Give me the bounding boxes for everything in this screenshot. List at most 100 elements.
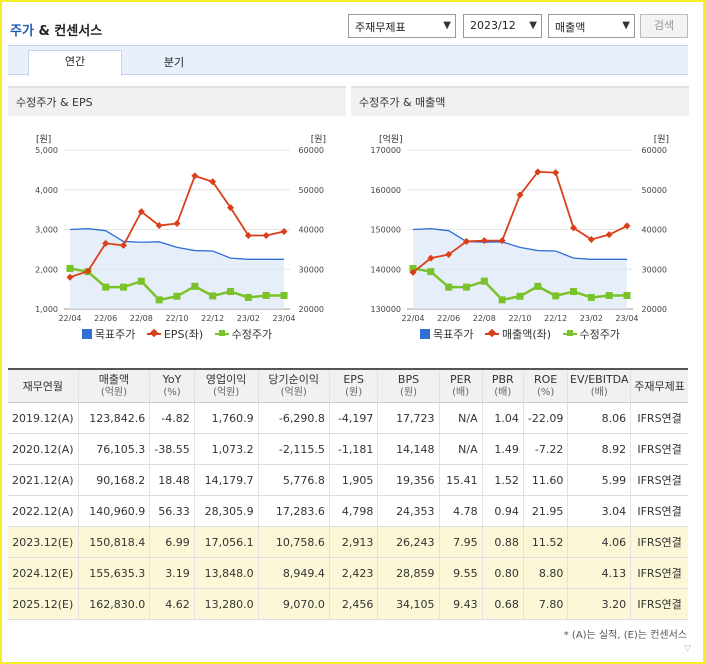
primary-series-point <box>84 267 92 275</box>
primary-series-point <box>66 273 74 281</box>
column-header: ROE (%) <box>522 368 568 403</box>
legend-adj-price-swatch <box>562 330 577 336</box>
period-select[interactable]: 2023/12 ▼ <box>463 14 542 38</box>
column-header-label: PBR <box>491 373 514 386</box>
table-cell: -2,115.5 <box>257 433 330 465</box>
adjusted-price-point <box>498 296 506 304</box>
chart-sales-title: 수정주가 & 매출액 <box>351 86 689 116</box>
column-header-unit: (원) <box>399 387 417 398</box>
column-header: 매출액 (억원) <box>77 368 150 403</box>
legend-target-label: 목표주가 <box>94 328 136 341</box>
x-tick-label: 22/10 <box>165 314 188 323</box>
table-cell: 28,305.9 <box>193 495 259 527</box>
table-cell: IFRS연결 <box>630 402 688 434</box>
table-cell: 2,456 <box>328 588 378 620</box>
right-tick-label: 40000 <box>642 226 667 235</box>
table-cell: 9.43 <box>438 588 483 620</box>
adjusted-price-point <box>244 293 252 301</box>
table-cell: -4.82 <box>149 402 195 434</box>
right-tick-label: 20000 <box>299 305 324 314</box>
tab-annual[interactable]: 연간 <box>28 50 122 76</box>
table-cell: 2,423 <box>328 557 378 589</box>
table-cell: 56.33 <box>149 495 195 527</box>
tab-quarterly[interactable]: 분기 <box>163 56 185 69</box>
table-cell: 28,859 <box>377 557 440 589</box>
column-header: EPS (원) <box>328 368 378 403</box>
adjusted-price-point <box>463 283 470 291</box>
column-header-unit: (원) <box>345 387 363 398</box>
x-tick-label: 22/06 <box>437 314 460 323</box>
adjusted-price-point <box>534 282 542 290</box>
legend-adj-price: 수정주가 <box>214 326 272 342</box>
left-tick-label: 150000 <box>370 226 401 235</box>
chevron-down-icon: ▼ <box>443 20 451 31</box>
row-period: 2020.12(A) <box>8 433 79 465</box>
adjusted-price-point <box>155 296 163 304</box>
table-cell: 8.92 <box>567 433 631 465</box>
column-header-label: PER <box>449 373 472 386</box>
search-button[interactable]: 검색 <box>640 14 688 38</box>
table-cell: 13,848.0 <box>193 557 259 589</box>
right-tick-label: 60000 <box>299 146 324 155</box>
table-cell: 18.48 <box>149 464 195 496</box>
primary-series-point <box>227 204 234 212</box>
table-cell: 24,353 <box>377 495 440 527</box>
target-price-line <box>412 228 627 260</box>
collapse-chevron-icon[interactable]: ▽ <box>684 644 691 654</box>
right-axis-unit: [원] <box>654 134 669 145</box>
primary-series-point <box>516 191 524 199</box>
table-cell: 5,776.8 <box>257 464 330 496</box>
primary-series-point <box>209 178 217 186</box>
left-tick-label: 130000 <box>370 305 401 314</box>
right-tick-label: 60000 <box>642 146 667 155</box>
table-row: 2025.12(E) 162,830.0 4.62 13,280.0 9,070.0 2,… <box>8 588 688 620</box>
primary-series-point <box>552 169 560 177</box>
legend-eps: EPS(좌) <box>146 326 203 342</box>
primary-series-point <box>605 231 613 239</box>
primary-series-point <box>534 168 542 176</box>
table-cell: 76,105.3 <box>77 433 150 465</box>
column-header: 영업이익 (억원) <box>193 368 259 403</box>
x-tick-label: 23/04 <box>272 314 295 323</box>
column-header-label: EPS <box>343 373 364 386</box>
primary-series-point <box>173 220 181 228</box>
table-cell: 123,842.6 <box>77 402 150 434</box>
table-cell: 4.06 <box>567 526 631 558</box>
primary-series-point <box>102 239 110 247</box>
legend-eps-swatch <box>146 328 161 338</box>
primary-series-point <box>244 231 252 239</box>
table-cell: 2,913 <box>328 526 378 558</box>
primary-series-point <box>570 224 577 232</box>
chart-eps-legend: 목표주가 EPS(좌) 수정주가 <box>8 326 346 342</box>
table-header-row: 재무연월 매출액 (억원) YoY (%) 영업이익 (억원) 당기순이익 (억원) EPS (원)… <box>8 368 688 403</box>
table-cell: 0.80 <box>481 557 524 589</box>
table-cell: 3.20 <box>567 588 631 620</box>
right-tick-label: 30000 <box>299 265 324 274</box>
table-cell: IFRS연결 <box>630 557 688 589</box>
table-row: 2021.12(A) 90,168.2 18.48 14,179.7 5,776.8 1,… <box>8 464 688 496</box>
table-cell: IFRS연결 <box>630 433 688 465</box>
table-cell: IFRS연결 <box>630 588 688 620</box>
table-cell: 0.94 <box>481 495 524 527</box>
row-period: 2022.12(A) <box>8 495 79 527</box>
footnote: * (A)는 실적, (E)는 컨센서스 <box>563 630 687 641</box>
table-cell: N/A <box>438 433 483 465</box>
adjusted-price-point <box>409 264 417 272</box>
x-tick-label: 23/02 <box>237 314 260 323</box>
metric-select[interactable]: 매출액 ▼ <box>548 14 635 38</box>
right-tick-label: 30000 <box>642 265 667 274</box>
left-axis-unit: [억원] <box>379 133 403 145</box>
table-cell: 150,818.4 <box>77 526 150 558</box>
adjusted-price-point <box>623 291 631 299</box>
table-cell: 19,356 <box>377 464 440 496</box>
legend-target-price: 목표주가 <box>81 326 136 342</box>
legend-target-price: 목표주가 <box>419 326 473 342</box>
legend-adj-price-swatch <box>214 330 229 336</box>
left-tick-label: 3,000 <box>35 226 58 235</box>
statement-type-select[interactable]: 주재무제표 ▼ <box>348 14 456 38</box>
table-row: 2019.12(A) 123,842.6 -4.82 1,760.9 -6,290.8-… <box>8 402 688 434</box>
table-cell: 11.52 <box>522 526 568 558</box>
metric-value: 매출액 <box>555 21 586 34</box>
column-header-unit: (%) <box>536 387 555 398</box>
x-tick-label: 22/08 <box>130 314 153 323</box>
